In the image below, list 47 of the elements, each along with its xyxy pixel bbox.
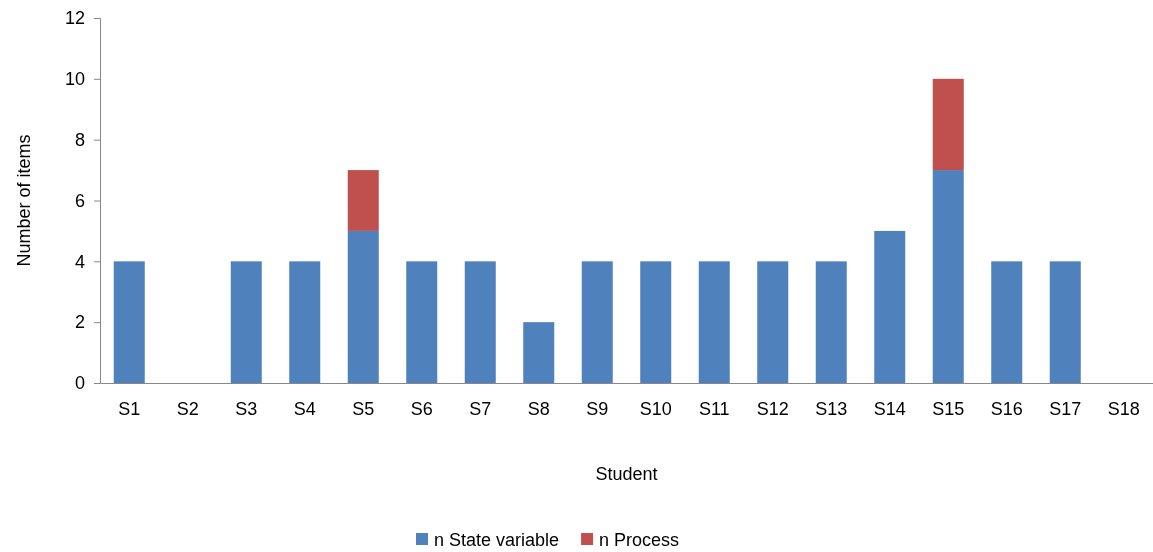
bar xyxy=(464,261,496,383)
bar xyxy=(815,261,847,383)
bar xyxy=(406,261,438,383)
y-tick-label: 2 xyxy=(74,312,85,333)
bar xyxy=(581,261,613,383)
y-tick-label: 6 xyxy=(74,190,85,211)
bar xyxy=(1049,261,1081,383)
x-tick-label: S9 xyxy=(586,398,609,419)
x-tick-label: S14 xyxy=(873,398,906,419)
y-tick-label: 0 xyxy=(74,373,85,394)
bar xyxy=(640,261,672,383)
bar xyxy=(991,261,1023,383)
x-tick-label: S11 xyxy=(698,398,730,419)
bar xyxy=(932,78,964,171)
x-tick-label: S15 xyxy=(932,398,965,419)
x-tick-label: S17 xyxy=(1049,398,1082,419)
x-tick-label: S1 xyxy=(118,398,141,419)
x-tick-label: S13 xyxy=(815,398,848,419)
x-tick-label: S5 xyxy=(352,398,375,419)
bar xyxy=(113,261,145,383)
bar xyxy=(874,230,906,383)
x-tick-label: S3 xyxy=(235,398,258,419)
bar xyxy=(757,261,789,383)
x-tick-label: S10 xyxy=(639,398,672,419)
x-tick-label: S16 xyxy=(990,398,1023,419)
x-tick-label: S4 xyxy=(293,398,316,419)
y-tick-label: 8 xyxy=(74,129,85,150)
x-tick-label: S12 xyxy=(756,398,789,419)
legend-label: n Process xyxy=(599,530,680,550)
y-axis-title: Number of items xyxy=(14,134,34,267)
bar xyxy=(347,230,379,383)
bar xyxy=(932,170,964,383)
bar xyxy=(347,170,379,231)
y-tick-label: 10 xyxy=(64,69,85,90)
x-tick-label: S6 xyxy=(410,398,433,419)
legend-label: n State variable xyxy=(434,530,560,550)
x-tick-label: S18 xyxy=(1107,398,1140,419)
bar xyxy=(523,322,555,383)
x-tick-label: S7 xyxy=(469,398,492,419)
bar xyxy=(698,261,730,383)
bar xyxy=(289,261,321,383)
bar xyxy=(230,261,262,383)
x-axis-title: Student xyxy=(595,464,658,484)
y-tick-label: 4 xyxy=(74,251,85,272)
x-tick-label: S2 xyxy=(176,398,199,419)
y-tick-label: 12 xyxy=(64,8,85,29)
x-tick-label: S8 xyxy=(527,398,550,419)
